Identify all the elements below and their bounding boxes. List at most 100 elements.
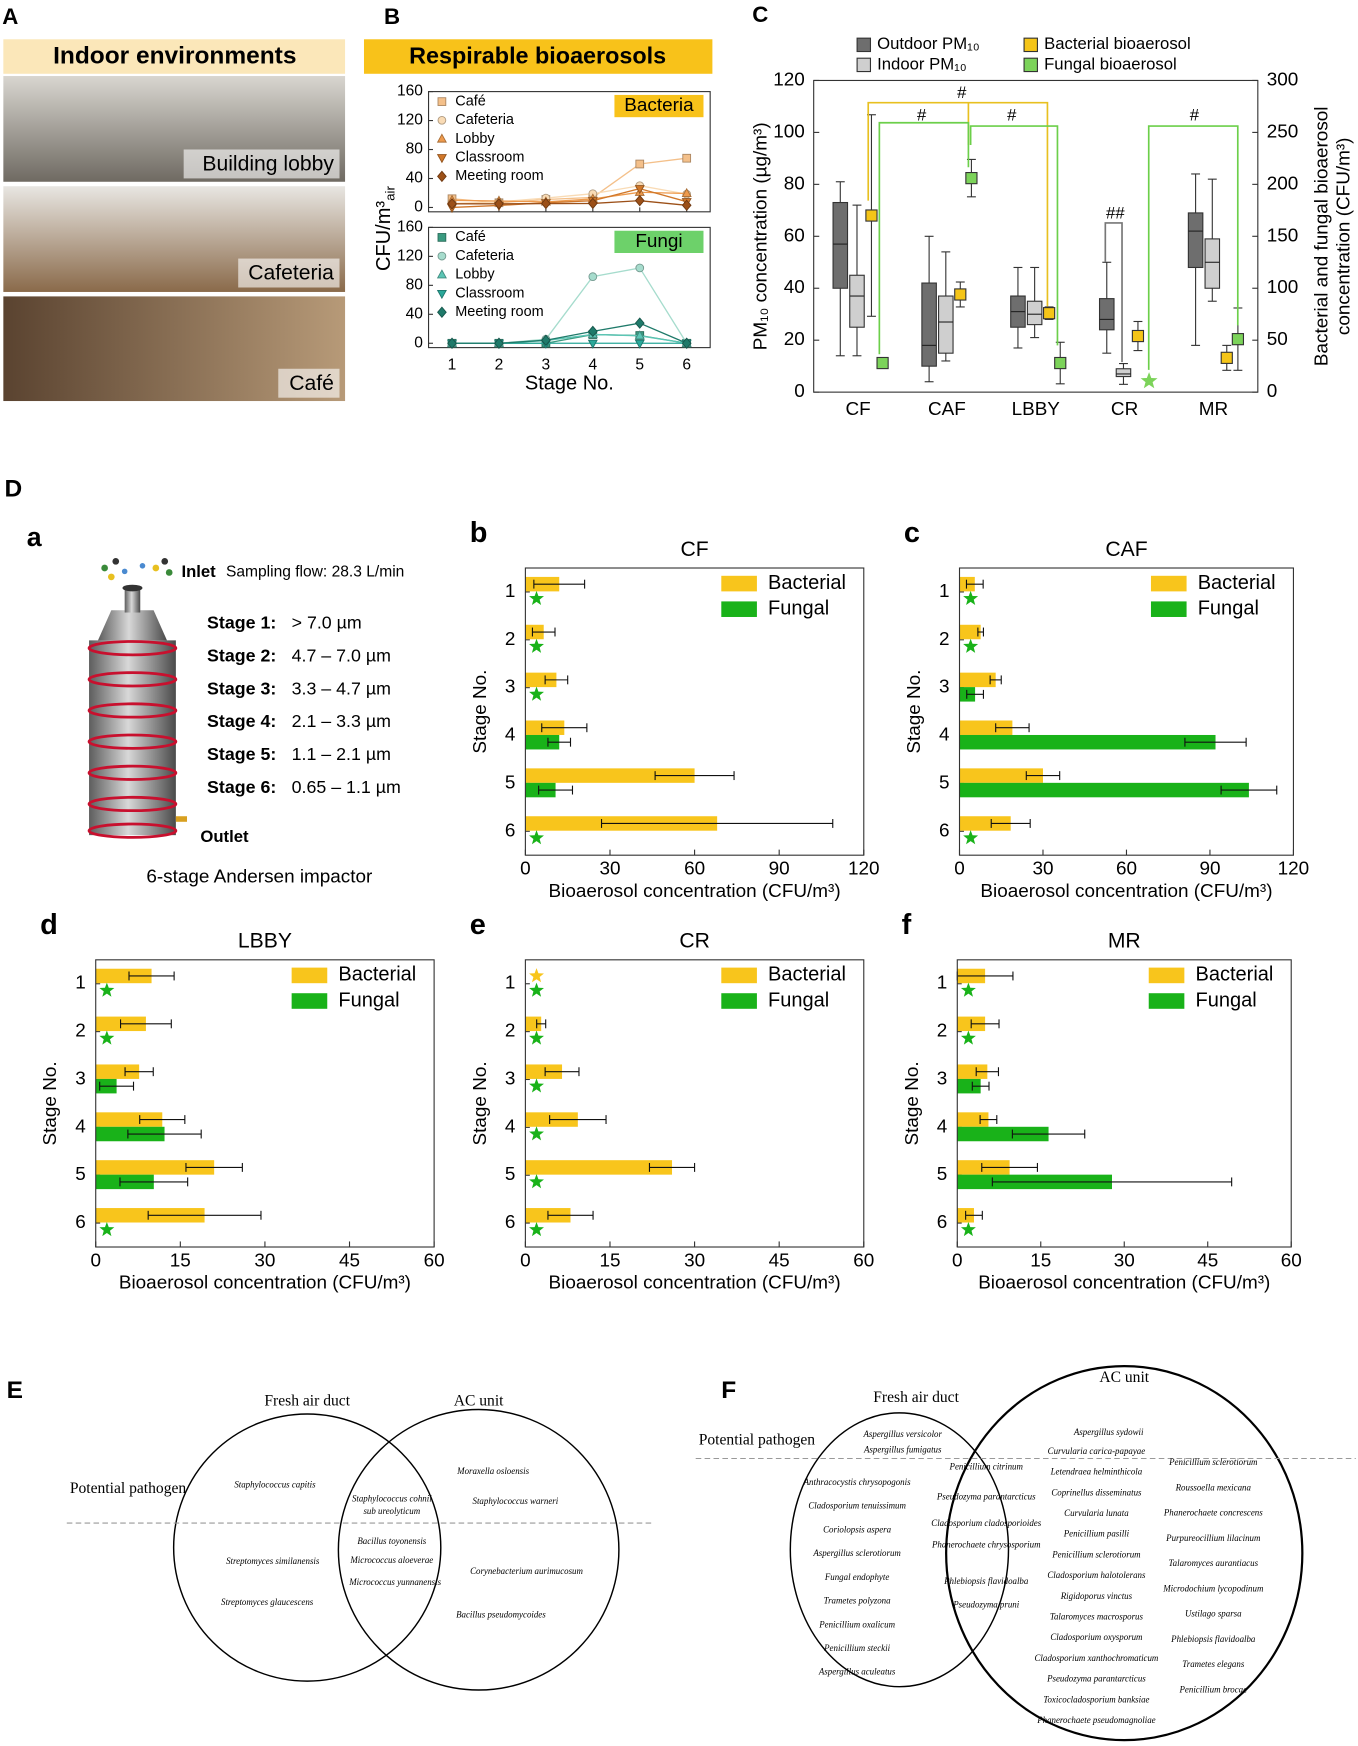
- species-name: Cladosporium xanthochromaticum: [1034, 1653, 1158, 1663]
- marker: [447, 198, 457, 210]
- star-marker: [963, 590, 979, 605]
- legend-label: Classroom: [455, 150, 524, 166]
- tag-box: [614, 230, 704, 253]
- species-name: Coriolopsis aspera: [823, 1524, 891, 1534]
- y-tick-label: 6: [505, 820, 516, 841]
- legend-swatch: [856, 37, 872, 53]
- marker: [494, 337, 504, 350]
- y-tick-label: 120: [773, 69, 805, 90]
- x-tick-label: 60: [1281, 1250, 1302, 1271]
- y-tick-label: 60: [784, 225, 805, 246]
- x-tick-label: 30: [684, 1250, 705, 1271]
- pathogen-name: Staphylococcus warneri: [473, 1496, 559, 1506]
- legend-label: Fungal: [1198, 597, 1259, 619]
- y-tick-label: 3: [505, 1068, 516, 1089]
- marker: [588, 272, 598, 281]
- chart-title: CF: [680, 538, 708, 561]
- legend-label: Café: [455, 93, 486, 109]
- species-name: Coprinellus disseminatus: [1051, 1487, 1142, 1497]
- panel-label: B: [384, 4, 400, 29]
- significance-bracket: [969, 125, 1059, 346]
- bar: [525, 1016, 542, 1032]
- stage-range: 0.65 – 1.1 µm: [292, 777, 401, 797]
- significance-bracket: [878, 121, 970, 355]
- bar: [525, 1160, 673, 1175]
- marker: [494, 198, 504, 210]
- marker: [635, 159, 645, 169]
- box: [938, 295, 954, 354]
- y-tick-label: 3: [939, 677, 950, 698]
- species-name: Microdochium lycopodinum: [1162, 1583, 1264, 1593]
- annotation: #: [1007, 105, 1017, 124]
- y-tick-label: 6: [75, 1212, 86, 1233]
- venn-circle: [789, 1412, 1010, 1688]
- panel-label: D: [4, 476, 22, 503]
- marker: [437, 115, 447, 125]
- legend-swatch: [721, 993, 757, 1009]
- star-marker: [1140, 372, 1158, 389]
- x-tick-label: 120: [848, 859, 880, 880]
- y-tick-label: 2: [939, 629, 950, 650]
- x-tick-label: CR: [1111, 399, 1138, 420]
- panel-label: A: [2, 4, 18, 29]
- title-box: [3, 39, 346, 74]
- star-marker: [960, 982, 976, 997]
- bar: [95, 1064, 140, 1079]
- x-tick-label: 30: [599, 859, 620, 880]
- legend-label: Meeting room: [455, 168, 543, 184]
- y-tick-label: 5: [939, 772, 950, 793]
- bar: [957, 1078, 981, 1094]
- significance-bracket: [1104, 222, 1123, 363]
- bar: [95, 1160, 215, 1175]
- legend-label: Cafeteria: [455, 248, 515, 264]
- panel-title: Indoor environments: [53, 43, 296, 70]
- legend-swatch: [1023, 57, 1038, 73]
- species-name: Penicillium sclerotiorum: [1051, 1549, 1141, 1559]
- legend-label: Bacterial: [338, 964, 416, 986]
- chart-title: CAF: [1105, 538, 1147, 561]
- series-line: [452, 322, 687, 344]
- marker: [437, 306, 447, 318]
- x-tick-label: 45: [339, 1250, 360, 1271]
- x-tick-label: 0: [954, 859, 965, 880]
- x-tick-label: 0: [952, 1250, 963, 1271]
- y-tick-label: 2: [75, 1021, 86, 1042]
- species-name: Corynebacterium aurimucosum: [470, 1566, 583, 1576]
- species-name: Aspergillus sclerotiorum: [812, 1548, 901, 1558]
- inlet-label: Inlet: [181, 562, 216, 581]
- annotation: ##: [1106, 203, 1125, 222]
- legend-label: Bacterial: [768, 572, 846, 594]
- bar: [525, 734, 560, 750]
- x-axis-label: Bioaerosol concentration (CFU/m³): [978, 1273, 1270, 1294]
- marker: [436, 289, 447, 300]
- x-tick-label: 5: [635, 357, 644, 374]
- marker: [437, 233, 447, 242]
- legend-label: Fungal: [338, 989, 399, 1011]
- caption: 6-stage Andersen impactor: [146, 866, 372, 887]
- y-tick-label: 2: [937, 1021, 948, 1042]
- pathogen-label: Potential pathogen: [699, 1431, 816, 1448]
- species-name: Toxicocladosporium banksiae: [1043, 1694, 1149, 1704]
- star-marker: [529, 1078, 544, 1093]
- pathogen-name: Aspergillus fumigatus: [863, 1445, 942, 1455]
- y-tick-label: 4: [505, 1116, 516, 1137]
- panel-label: c: [904, 517, 920, 549]
- bar: [959, 672, 996, 688]
- legend-label: Café: [455, 229, 486, 245]
- y-tick-label: 160: [397, 219, 423, 236]
- species-name: Pseudozyma parantarcticus: [1046, 1674, 1146, 1684]
- legend-swatch: [291, 993, 328, 1009]
- x-tick-label: 4: [588, 357, 597, 374]
- species-name: Micrococcus aloeverae: [349, 1555, 433, 1565]
- legend-swatch: [291, 967, 328, 984]
- legend-swatch: [721, 601, 757, 617]
- panel-label: b: [470, 517, 488, 549]
- series-line: [451, 185, 687, 205]
- bar: [525, 1064, 563, 1079]
- legend-swatch: [1148, 993, 1185, 1009]
- y-tick-label: 4: [505, 725, 516, 746]
- bar: [959, 734, 1216, 750]
- box: [921, 282, 937, 367]
- box: [1187, 212, 1204, 269]
